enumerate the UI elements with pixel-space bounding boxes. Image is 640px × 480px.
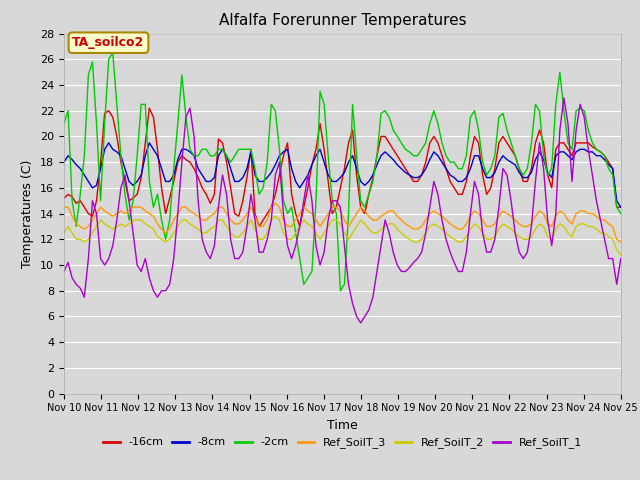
Ref_SoilT_1 (357, 320, 365, 326)
-2cm (540, 153, 547, 158)
-16cm (60, 195, 68, 201)
Line: -16cm: -16cm (64, 108, 621, 227)
-2cm (284, 211, 291, 216)
-8cm (536, 149, 543, 155)
Ref_SoilT_3 (284, 224, 291, 229)
Ref_SoilT_3 (609, 224, 616, 229)
-8cm (381, 149, 389, 155)
-8cm (463, 175, 470, 180)
-2cm (617, 211, 625, 216)
Ref_SoilT_2 (381, 224, 389, 229)
Ref_SoilT_1 (560, 95, 568, 101)
-16cm (145, 105, 153, 111)
Ref_SoilT_2 (617, 252, 625, 258)
Ref_SoilT_3 (536, 208, 543, 214)
-2cm (337, 288, 344, 294)
-16cm (271, 192, 279, 197)
Ref_SoilT_3 (617, 239, 625, 245)
Legend: -16cm, -8cm, -2cm, Ref_SoilT_3, Ref_SoilT_2, Ref_SoilT_1: -16cm, -8cm, -2cm, Ref_SoilT_3, Ref_Soil… (99, 433, 586, 453)
Ref_SoilT_3 (60, 204, 68, 210)
Line: Ref_SoilT_2: Ref_SoilT_2 (64, 216, 621, 255)
-2cm (60, 120, 68, 126)
-8cm (617, 204, 625, 210)
-2cm (268, 101, 275, 107)
Ref_SoilT_1 (536, 140, 543, 146)
Ref_SoilT_1 (60, 269, 68, 275)
-16cm (613, 204, 621, 210)
Line: -8cm: -8cm (64, 143, 621, 207)
-16cm (540, 140, 547, 146)
-2cm (385, 114, 393, 120)
-8cm (609, 166, 616, 171)
Ref_SoilT_3 (463, 221, 470, 227)
Line: Ref_SoilT_3: Ref_SoilT_3 (64, 204, 621, 242)
-16cm (467, 153, 474, 158)
Text: TA_soilco2: TA_soilco2 (72, 36, 145, 49)
Y-axis label: Temperatures (C): Temperatures (C) (22, 159, 35, 268)
Ref_SoilT_3 (264, 217, 271, 223)
Ref_SoilT_2 (271, 213, 279, 219)
Ref_SoilT_1 (617, 256, 625, 262)
Ref_SoilT_1 (264, 237, 271, 242)
-16cm (385, 140, 393, 146)
-2cm (613, 204, 621, 210)
Ref_SoilT_1 (381, 217, 389, 223)
Ref_SoilT_1 (280, 211, 287, 216)
Ref_SoilT_2 (264, 230, 271, 236)
-16cm (255, 224, 263, 229)
Ref_SoilT_2 (609, 237, 616, 242)
Ref_SoilT_3 (381, 211, 389, 216)
Ref_SoilT_2 (536, 221, 543, 227)
-8cm (284, 146, 291, 152)
Ref_SoilT_2 (463, 234, 470, 240)
Ref_SoilT_3 (271, 201, 279, 206)
Ref_SoilT_2 (60, 230, 68, 236)
Ref_SoilT_2 (284, 237, 291, 242)
-16cm (617, 204, 625, 210)
-2cm (109, 50, 116, 56)
Ref_SoilT_1 (613, 281, 621, 287)
Title: Alfalfa Forerunner Temperatures: Alfalfa Forerunner Temperatures (219, 13, 466, 28)
X-axis label: Time: Time (327, 419, 358, 432)
Line: Ref_SoilT_1: Ref_SoilT_1 (64, 98, 621, 323)
-16cm (288, 192, 296, 197)
Ref_SoilT_1 (463, 249, 470, 255)
Line: -2cm: -2cm (64, 53, 621, 291)
-8cm (105, 140, 113, 146)
-8cm (60, 159, 68, 165)
-8cm (268, 169, 275, 175)
-2cm (467, 114, 474, 120)
